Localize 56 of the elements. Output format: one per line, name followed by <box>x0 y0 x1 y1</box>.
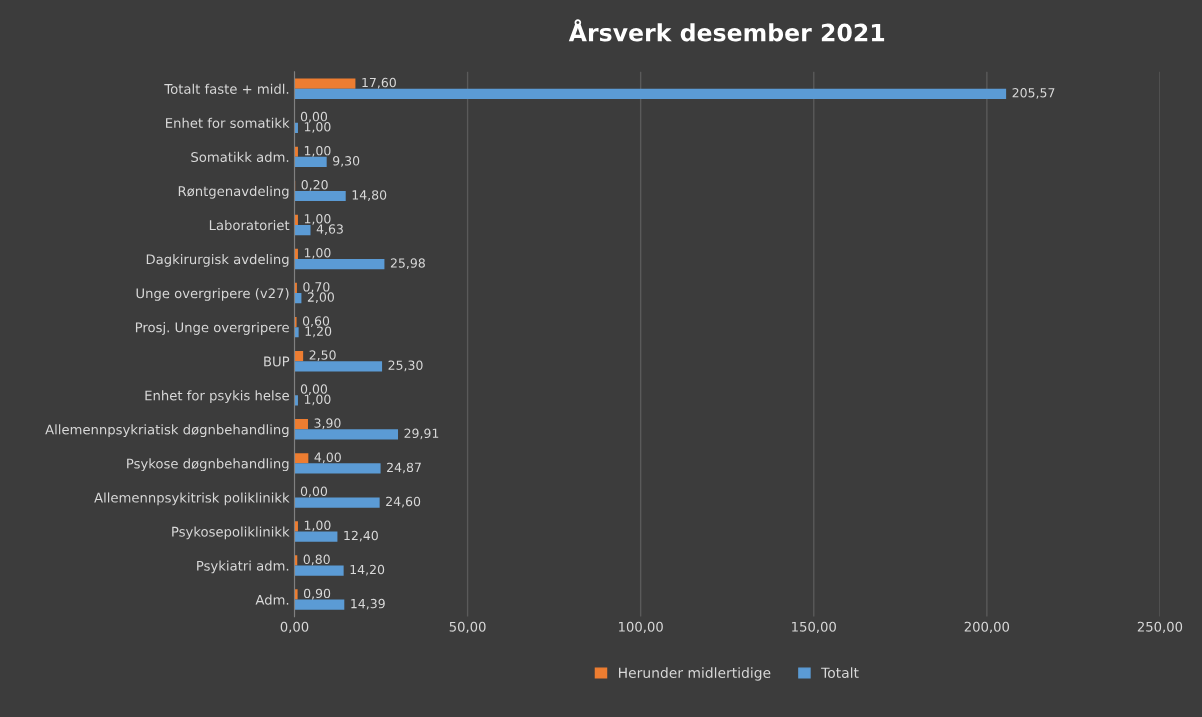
y-tick-label: Dagkirurgisk avdeling <box>146 254 289 267</box>
y-tick-label: Prosj. Unge overgripere <box>135 322 289 335</box>
data-label: 0,70 <box>303 282 330 293</box>
data-label: 1,00 <box>304 394 331 406</box>
data-label: 1,00 <box>304 520 331 532</box>
data-label: 9,30 <box>333 156 360 167</box>
data-label: 1,00 <box>304 122 331 133</box>
data-label: 3,90 <box>314 418 341 430</box>
y-tick-label: Enhet for somatikk <box>166 117 290 128</box>
chart-title: Årsverk desember 2021 <box>568 19 885 42</box>
y-tick-label: Røntgenavdeling <box>178 185 289 199</box>
data-label: 14,20 <box>350 564 385 576</box>
y-tick-label: Totalt faste + midl. <box>164 83 289 94</box>
y-tick-label: BUP <box>264 356 290 367</box>
data-label: 2,00 <box>307 292 334 304</box>
y-tick-label: Adm. <box>255 594 289 605</box>
y-tick-label: Allemennpsykitrisk poliklinikk <box>94 492 290 506</box>
data-label: 1,20 <box>305 326 332 338</box>
x-tick-label: 250,00 <box>1137 621 1183 634</box>
data-label: 0,00 <box>300 111 328 123</box>
data-label: 17,60 <box>362 77 396 89</box>
data-label: 14,39 <box>351 598 385 610</box>
y-tick-label: Somatikk adm. <box>191 151 289 163</box>
y-tick-label: Enhet for psykis helse <box>145 390 289 403</box>
data-label: 0,00 <box>300 486 328 498</box>
x-tick-label: 200,00 <box>964 621 1010 634</box>
data-label: 24,60 <box>386 496 421 508</box>
data-label: 2,50 <box>309 350 336 361</box>
data-label: 1,00 <box>304 214 331 225</box>
x-tick-label: 50,00 <box>449 621 486 634</box>
x-tick-label: 150,00 <box>792 621 836 634</box>
y-tick-label: Psykosepoliklinikk <box>172 526 290 540</box>
data-label: 205,57 <box>1012 88 1055 99</box>
data-label: 4,00 <box>314 452 341 464</box>
data-label: 14,80 <box>352 190 387 201</box>
data-label: 1,00 <box>304 248 331 259</box>
y-tick-label: Psykose døgnbehandling <box>127 458 289 472</box>
legend-label: Totalt <box>821 667 859 679</box>
data-label: 0,90 <box>303 588 331 600</box>
legend-label: Herunder midlertidige <box>619 667 771 681</box>
data-label: 1,00 <box>304 145 331 157</box>
data-label: 0,20 <box>301 179 328 191</box>
data-label: 29,91 <box>404 428 439 440</box>
y-tick-label: Allemennpsykriatisk døgnbehandling <box>45 424 289 438</box>
x-tick-label: 100,00 <box>619 621 663 634</box>
y-tick-label: Unge overgripere (v27) <box>136 288 289 301</box>
x-tick-label: 0,00 <box>280 621 309 634</box>
y-tick-label: Laboratoriet <box>209 219 290 231</box>
data-label: 25,30 <box>388 360 423 372</box>
data-label: 4,63 <box>316 224 343 235</box>
data-label: 12,40 <box>344 530 378 542</box>
data-label: 0,60 <box>302 316 330 327</box>
y-tick-label: Psykiatri adm. <box>197 560 289 574</box>
data-label: 25,98 <box>390 258 425 270</box>
data-label: 24,87 <box>387 462 421 474</box>
data-label: 0,80 <box>303 554 330 566</box>
